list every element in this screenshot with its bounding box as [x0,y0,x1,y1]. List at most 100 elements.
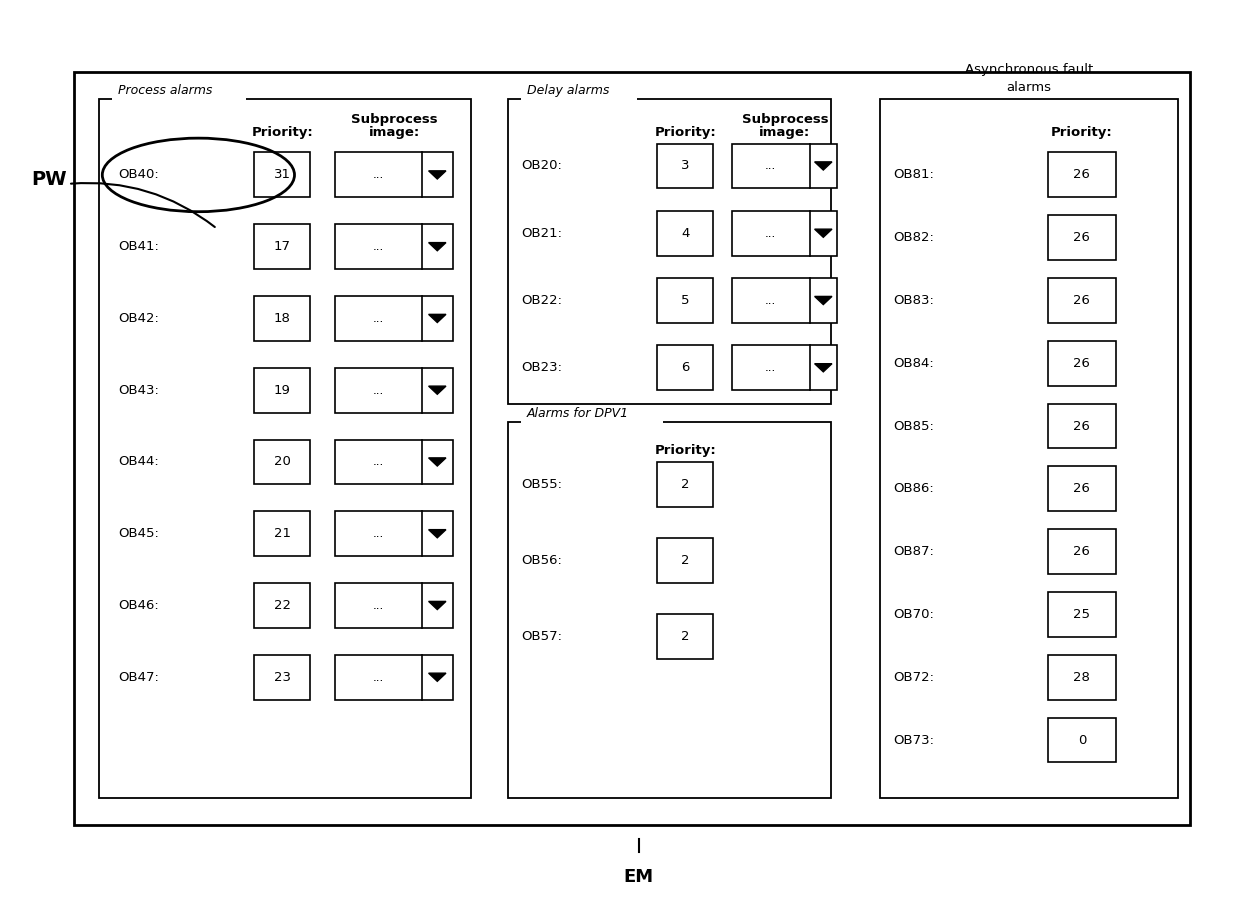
Bar [508,99,831,404]
Text: ...: ... [765,361,776,374]
Text: OB70:: OB70: [893,608,934,621]
Text: 2: 2 [681,554,689,567]
Polygon shape [429,242,446,251]
Bar [99,99,471,798]
Text: Subprocess: Subprocess [351,113,438,126]
Text: 28: 28 [1074,671,1090,684]
Text: OB73:: OB73: [893,734,934,746]
Bar [335,511,453,556]
Bar [1048,404,1116,448]
Text: 6: 6 [681,361,689,374]
Text: OB57:: OB57: [521,631,562,643]
Text: ...: ... [373,527,384,540]
Text: Process alarms: Process alarms [118,84,212,97]
Text: Delay alarms: Delay alarms [527,84,609,97]
Bar [335,440,453,484]
Bar [254,583,310,628]
Text: Alarms for DPV1: Alarms for DPV1 [527,407,629,420]
Bar [657,462,713,507]
Text: ...: ... [765,227,776,239]
Text: ...: ... [373,599,384,612]
Text: 2: 2 [681,478,689,491]
Bar [1048,718,1116,762]
Text: PW: PW [31,170,67,189]
Text: 26: 26 [1074,231,1090,244]
Text: Priority:: Priority: [655,445,717,457]
Bar [1048,592,1116,637]
Polygon shape [429,457,446,466]
Bar [254,224,310,269]
Bar [1048,278,1116,323]
Bar [657,144,713,188]
Text: OB21:: OB21: [521,227,562,239]
Text: 20: 20 [274,456,290,468]
Text: OB82:: OB82: [893,231,934,244]
Text: Subprocess: Subprocess [742,113,828,126]
Text: OB83:: OB83: [893,294,934,307]
Polygon shape [429,673,446,682]
Text: 22: 22 [274,599,290,612]
Bar [335,583,453,628]
Text: image:: image: [759,126,811,139]
Text: OB85:: OB85: [893,420,934,432]
Text: OB81:: OB81: [893,169,934,181]
Bar [657,538,713,583]
Bar [112,96,246,100]
Text: 3: 3 [681,160,689,172]
Bar [657,614,713,659]
Text: ...: ... [765,294,776,307]
Bar [732,144,837,188]
Text: OB45:: OB45: [118,527,159,540]
Bar [732,211,837,256]
Text: OB43:: OB43: [118,384,159,396]
Polygon shape [429,314,446,323]
Text: 4: 4 [681,227,689,239]
Text: 26: 26 [1074,483,1090,495]
Bar [732,345,837,390]
Polygon shape [429,170,446,179]
Text: ...: ... [373,240,384,253]
Polygon shape [815,363,832,372]
Bar [1048,341,1116,386]
Bar [335,224,453,269]
Text: 0: 0 [1078,734,1086,746]
Text: 26: 26 [1074,420,1090,432]
Text: 2: 2 [681,631,689,643]
Text: 31: 31 [274,169,290,181]
Polygon shape [815,229,832,238]
Bar [74,72,1190,825]
Text: 26: 26 [1074,357,1090,370]
Polygon shape [815,161,832,170]
Bar [508,422,831,798]
Text: 26: 26 [1074,294,1090,307]
Bar [1048,152,1116,197]
Text: 18: 18 [274,312,290,325]
Text: 5: 5 [681,294,689,307]
Text: OB42:: OB42: [118,312,159,325]
Text: 25: 25 [1074,608,1090,621]
Text: OB55:: OB55: [521,478,562,491]
Bar [657,211,713,256]
Text: OB41:: OB41: [118,240,159,253]
Bar [254,368,310,413]
Bar [335,368,453,413]
Bar [254,440,310,484]
Text: OB46:: OB46: [118,599,159,612]
Text: Asynchronous fault: Asynchronous fault [965,64,1094,76]
Text: alarms: alarms [1007,82,1052,94]
Polygon shape [815,296,832,305]
Bar [335,296,453,341]
Text: OB23:: OB23: [521,361,562,374]
Bar [1048,215,1116,260]
Text: OB44:: OB44: [118,456,159,468]
Text: ...: ... [373,671,384,684]
Text: OB22:: OB22: [521,294,562,307]
Bar [254,152,310,197]
Bar [335,655,453,700]
Text: OB20:: OB20: [521,160,562,172]
Text: image:: image: [368,126,420,139]
Text: 21: 21 [274,527,290,540]
Polygon shape [429,386,446,395]
Bar [335,152,453,197]
Bar [1048,655,1116,700]
